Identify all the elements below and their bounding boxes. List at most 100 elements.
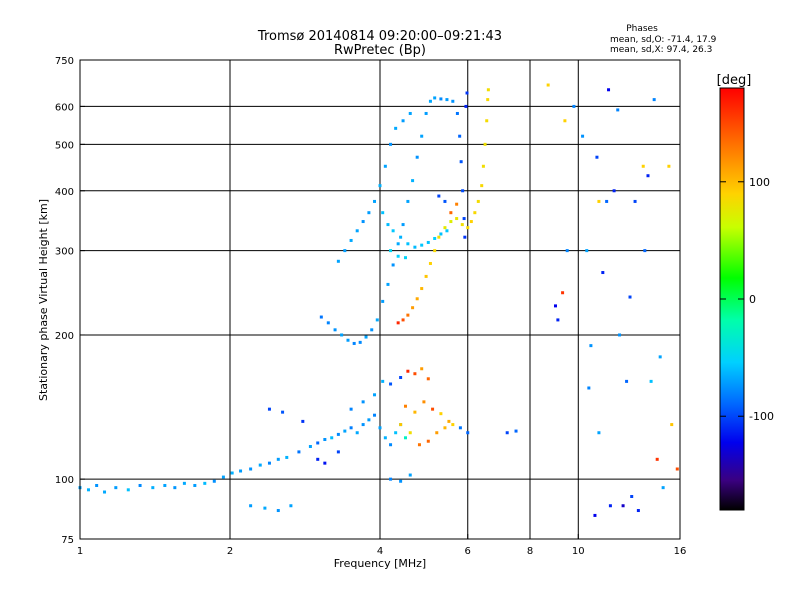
data-point [460, 223, 464, 227]
data-point [455, 202, 459, 206]
data-point [230, 471, 234, 475]
data-point [352, 341, 356, 345]
data-point [399, 376, 403, 380]
y-tick-label: 200 [55, 331, 74, 342]
data-point [389, 443, 393, 447]
data-point [401, 119, 405, 123]
data-point [413, 410, 417, 414]
data-point [323, 438, 327, 442]
data-point [373, 413, 377, 417]
data-point [437, 194, 441, 198]
data-point [625, 379, 629, 383]
data-point [424, 111, 428, 115]
data-point [399, 479, 403, 483]
data-point [466, 431, 470, 435]
data-point [316, 457, 320, 461]
data-point [469, 220, 473, 224]
data-point [399, 423, 403, 427]
data-point [386, 282, 390, 286]
phases-x-stats: mean, sd,X: 97.4, 26.3 [610, 45, 712, 55]
data-point [401, 223, 405, 227]
data-point [383, 436, 387, 440]
data-point [483, 142, 487, 146]
data-point [463, 235, 467, 239]
data-point [389, 142, 393, 146]
x-tick-label: 8 [527, 546, 533, 557]
data-point [336, 432, 340, 436]
data-point [212, 479, 216, 483]
data-point [316, 441, 320, 445]
data-point [633, 199, 637, 203]
data-point [406, 369, 410, 373]
data-point [420, 243, 424, 247]
data-point [403, 436, 407, 440]
data-point [636, 509, 640, 513]
data-point [612, 189, 616, 193]
data-point [420, 134, 424, 138]
data-point [443, 199, 447, 203]
data-point [433, 236, 437, 240]
data-point [458, 134, 462, 138]
data-point [581, 134, 585, 138]
colorbar-tick-label: 100 [749, 176, 770, 189]
data-point [601, 271, 605, 275]
data-point [378, 184, 382, 188]
data-point [361, 220, 365, 224]
data-point [408, 431, 412, 435]
data-point [420, 287, 424, 291]
data-point [420, 367, 424, 371]
data-point [249, 504, 253, 508]
data-point [406, 313, 410, 317]
data-point [361, 423, 365, 427]
data-point [433, 249, 437, 253]
data-point [433, 96, 437, 100]
data-point [455, 111, 459, 115]
data-point [658, 355, 662, 359]
data-point [621, 504, 625, 508]
data-point [401, 318, 405, 322]
x-tick-label: 10 [572, 546, 585, 557]
data-point [361, 400, 365, 404]
data-point [343, 429, 347, 433]
data-point [333, 328, 337, 332]
data-point [396, 242, 400, 246]
data-point [301, 419, 305, 423]
data-point [447, 419, 451, 423]
data-point [556, 318, 560, 322]
data-point [386, 223, 390, 227]
data-point [285, 455, 289, 459]
data-point [221, 475, 225, 479]
data-point [415, 155, 419, 159]
data-point [330, 436, 334, 440]
y-tick-label: 300 [55, 247, 74, 258]
data-point [589, 344, 593, 348]
data-point [411, 179, 415, 183]
data-point [391, 229, 395, 233]
data-point [435, 431, 439, 435]
data-point [449, 220, 453, 224]
data-point [426, 377, 430, 381]
data-point [378, 426, 382, 430]
data-point [464, 104, 468, 108]
data-point [439, 232, 443, 236]
data-point [355, 431, 359, 435]
data-point [641, 164, 645, 168]
data-point [449, 211, 453, 215]
data-point [367, 418, 371, 422]
chart-title-line1: Tromsø 20140814 09:20:00–09:21:43 [257, 29, 502, 44]
data-point [462, 217, 466, 221]
data-point [411, 306, 415, 310]
data-point [203, 481, 207, 485]
data-point [340, 333, 344, 337]
data-point [267, 407, 271, 411]
x-axis-label: Frequency [MHz] [334, 557, 426, 570]
data-point [616, 108, 620, 112]
data-point [396, 254, 400, 258]
data-point [289, 504, 293, 508]
data-point [451, 423, 455, 427]
data-point [473, 211, 477, 215]
data-point [608, 504, 612, 508]
data-point [336, 450, 340, 454]
data-point [643, 249, 647, 253]
